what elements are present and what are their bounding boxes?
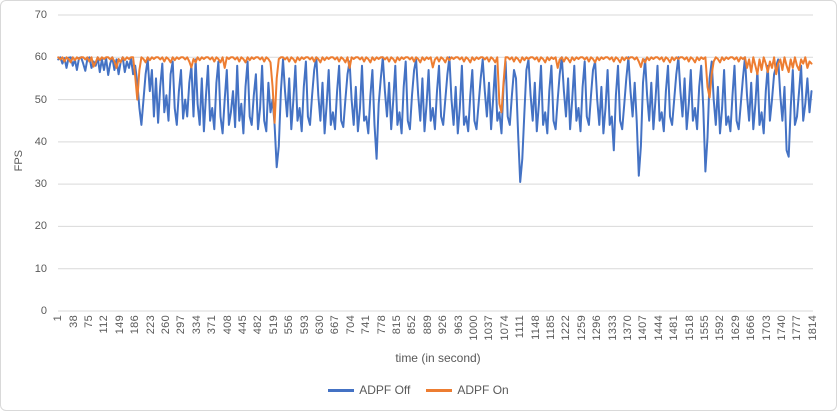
x-tick-label: 223 [144, 315, 157, 335]
x-tick-label: 1333 [606, 315, 619, 341]
legend-item-adpf-on: ADPF On [426, 383, 509, 397]
x-tick-label: 334 [190, 315, 203, 335]
y-tick-label: 60 [34, 51, 47, 64]
x-tick-label: 260 [160, 315, 172, 335]
x-tick-label: 1259 [575, 315, 588, 341]
x-tick-label: 1148 [529, 315, 542, 340]
x-tick-label: 741 [360, 315, 373, 335]
x-tick-label: 1185 [544, 315, 557, 340]
x-tick-label: 297 [175, 315, 188, 335]
x-tick-label: 778 [375, 315, 388, 335]
x-tick-label: 1 [52, 315, 65, 322]
y-tick-label: 70 [34, 9, 47, 21]
y-tick-label: 0 [40, 305, 47, 317]
x-tick-label: 75 [83, 315, 95, 328]
x-tick-label: 1444 [652, 315, 665, 341]
series-line-adpf-off [57, 56, 813, 183]
x-tick-label: 38 [67, 315, 80, 328]
x-tick-label: 889 [421, 315, 434, 335]
x-tick-label: 926 [437, 315, 450, 335]
x-tick-label: 1518 [683, 315, 696, 341]
x-tick-label: 704 [344, 315, 357, 335]
x-tick-label: 1370 [621, 315, 634, 341]
x-tick-label: 1037 [483, 315, 496, 341]
x-tick-label: 1481 [668, 315, 681, 341]
x-tick-label: 149 [113, 315, 126, 335]
x-tick-label: 1740 [775, 315, 788, 341]
x-tick-label: 186 [129, 315, 142, 335]
x-tick-label: 371 [206, 315, 219, 335]
x-tick-label: 1703 [760, 315, 773, 341]
x-tick-label: 1814 [806, 315, 819, 341]
y-axis-title: FPS [13, 150, 25, 172]
y-tick-label: 40 [34, 135, 47, 148]
x-tick-label: 630 [314, 315, 326, 335]
x-tick-label: 1407 [637, 315, 650, 341]
x-tick-label: 1777 [791, 315, 804, 341]
x-tick-label: 593 [298, 315, 311, 335]
series-line-adpf-on [57, 56, 813, 124]
x-axis-title: time (in second) [395, 351, 481, 365]
chart-legend: ADPF Off ADPF On [1, 381, 836, 399]
x-tick-label: 852 [406, 315, 419, 335]
x-tick-label: 408 [221, 315, 234, 335]
x-tick-label: 1666 [745, 315, 758, 341]
x-tick-label: 815 [391, 315, 403, 335]
legend-label-adpf-on: ADPF On [457, 383, 509, 397]
x-tick-label: 1000 [467, 315, 480, 341]
y-tick-label: 30 [34, 178, 47, 191]
adpf-on-line-swatch-icon [426, 388, 453, 392]
x-tick-label: 1111 [514, 315, 527, 339]
legend-label-adpf-off: ADPF Off [359, 383, 411, 397]
x-tick-label: 1222 [560, 315, 573, 341]
x-tick-label: 1592 [714, 315, 727, 341]
x-tick-label: 112 [98, 315, 111, 334]
x-tick-label: 1296 [591, 315, 604, 341]
x-tick-label: 519 [267, 315, 280, 335]
legend-item-adpf-off: ADPF Off [328, 383, 410, 397]
x-tick-label: 556 [283, 315, 296, 335]
x-tick-label: 1074 [498, 315, 511, 341]
x-tick-label: 482 [252, 315, 265, 335]
y-tick-label: 20 [34, 220, 47, 233]
x-tick-label: 1555 [698, 315, 711, 341]
x-tick-label: 445 [237, 315, 249, 335]
x-tick-label: 963 [452, 315, 465, 335]
x-tick-label: 667 [329, 315, 342, 335]
adpf-off-line-swatch-icon [328, 388, 355, 392]
x-tick-label: 1629 [729, 315, 742, 341]
y-tick-label: 10 [34, 262, 47, 275]
y-tick-label: 50 [34, 93, 47, 106]
